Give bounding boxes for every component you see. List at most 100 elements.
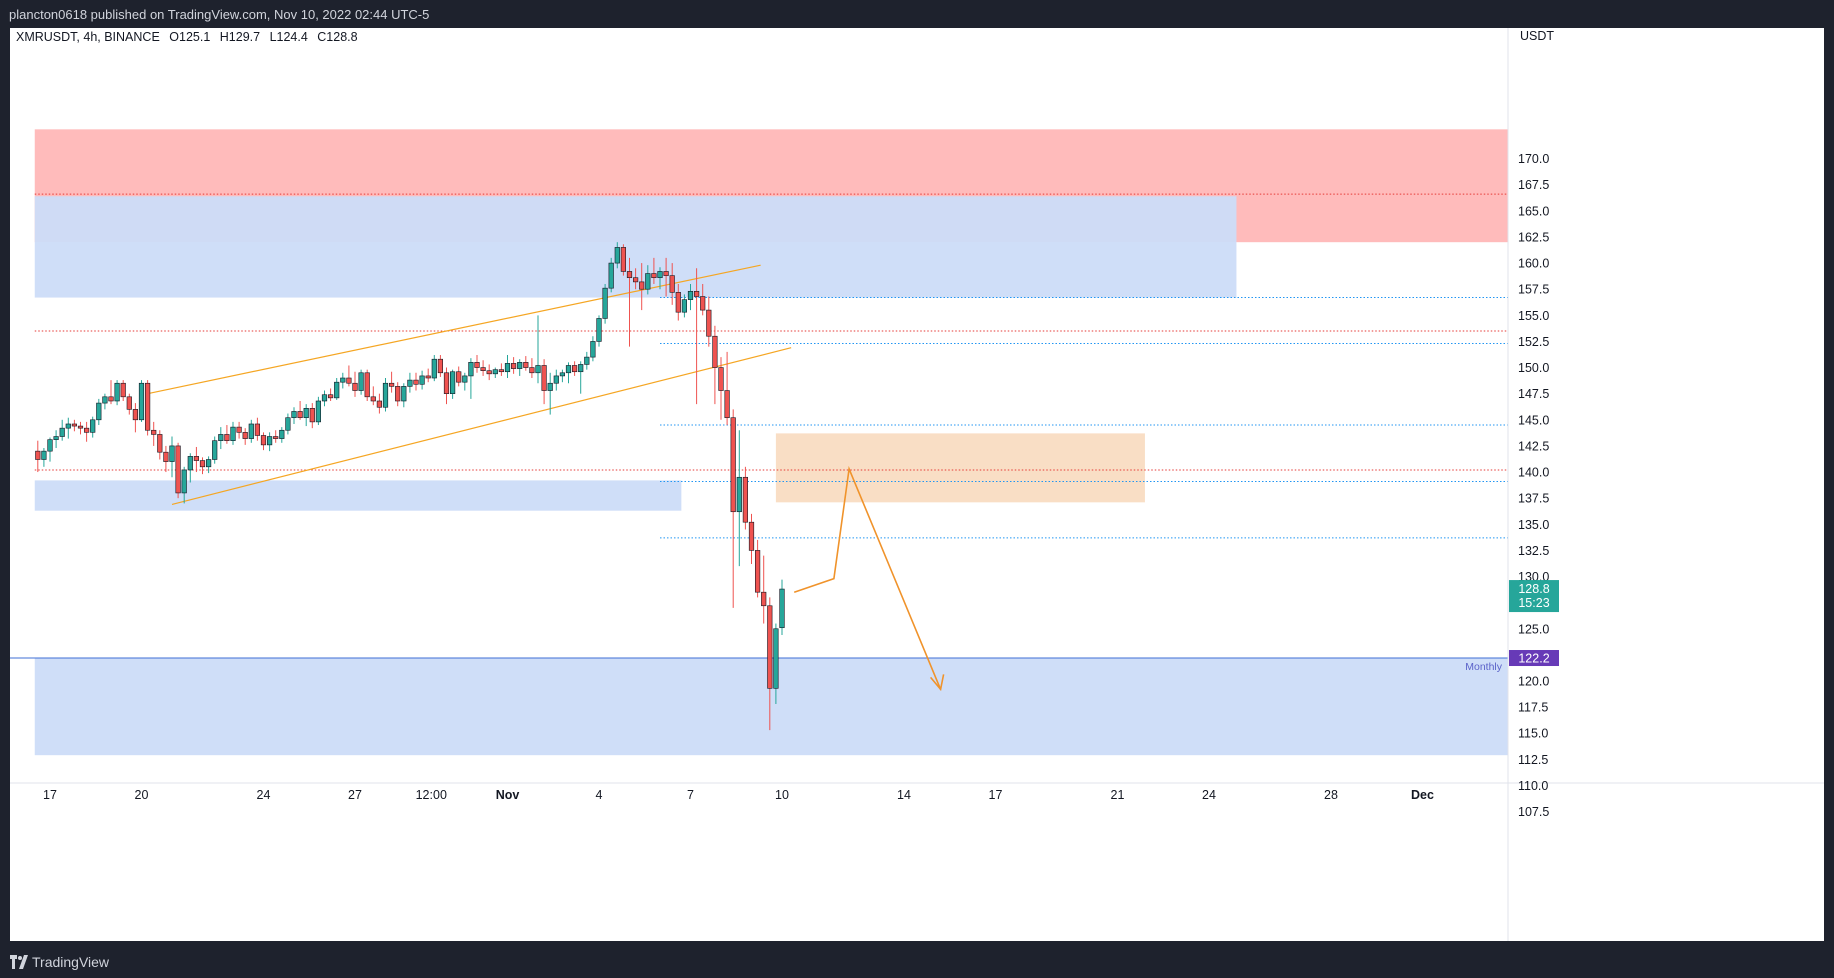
candle-19: [151, 421, 157, 446]
legend-close: C128.8: [317, 30, 358, 44]
candle-7: [77, 421, 84, 435]
candle-body: [547, 382, 553, 391]
time-axis[interactable]: 17 20 24 27 12:00 Nov 4 7 10 14 17 21 24 28 Dec: [43, 788, 1434, 802]
candle-body: [669, 275, 675, 293]
candle-50: [340, 372, 346, 389]
price-tick-label: 165.0: [1518, 204, 1549, 218]
candle-120: [767, 597, 773, 731]
candle-37: [260, 432, 267, 451]
publish-header: plancton0618 published on TradingView.co…: [0, 0, 1834, 28]
price-tick-label: 115.0: [1518, 727, 1548, 741]
candle-body: [712, 335, 718, 368]
candle-90: [584, 351, 590, 370]
time-tick-label: 7: [687, 788, 694, 802]
candle-78: [510, 357, 517, 374]
symbol-legend: XMRUSDT, 4h, BINANCE O125.1 H129.7 L124.…: [16, 30, 364, 44]
channel-line-0: [147, 264, 761, 395]
candle-body: [242, 432, 248, 439]
candle-73: [480, 360, 486, 376]
candle-10: [96, 398, 102, 426]
candle-4: [59, 419, 65, 441]
candle-body: [419, 375, 425, 385]
candle-72: [474, 355, 480, 373]
candle-body: [724, 390, 730, 419]
price-tick-label: 150.0: [1518, 361, 1549, 375]
candle-15: [126, 393, 132, 415]
candle-body: [571, 365, 578, 373]
candle-body: [443, 372, 450, 394]
price-tick-label: 110.0: [1518, 779, 1548, 793]
candle-107: [687, 283, 694, 311]
candle-body: [157, 434, 163, 453]
candle-body: [77, 425, 84, 429]
channel-line-1: [171, 347, 792, 506]
candle-29: [212, 436, 218, 464]
legend-low: L124.4: [269, 30, 308, 44]
candle-body: [407, 379, 413, 387]
candle-body: [145, 382, 151, 431]
time-tick-label: 4: [596, 788, 603, 802]
candle-body: [260, 435, 267, 446]
candle-108: [693, 268, 700, 405]
candle-13: [114, 380, 120, 406]
candle-118: [754, 539, 761, 598]
candle-body: [273, 436, 279, 439]
candle-89: [578, 361, 584, 394]
candle-55: [370, 386, 376, 406]
candle-92: [596, 315, 602, 347]
candle-body: [291, 411, 297, 419]
candle-47: [321, 390, 328, 407]
candle-52: [352, 371, 358, 397]
current-price-badge: [1509, 580, 1559, 613]
price-tick-label: 142.5: [1518, 439, 1549, 453]
candle-34: [242, 428, 248, 445]
footer-brand[interactable]: TradingView: [32, 954, 110, 970]
candle-58: [388, 371, 395, 393]
candle-body: [706, 309, 712, 337]
price-tick-label: 145.0: [1518, 413, 1549, 427]
candle-100: [645, 265, 651, 295]
candle-body: [96, 402, 102, 421]
candle-body: [779, 588, 785, 629]
time-tick-label: 20: [135, 788, 149, 802]
candle-body: [456, 371, 462, 383]
candle-61: [407, 372, 413, 393]
candle-121: [773, 623, 779, 704]
candle-23: [175, 442, 181, 499]
time-tick-label: 27: [348, 788, 362, 802]
candle-40: [279, 427, 285, 443]
price-axis[interactable]: USDT107.5110.0112.5115.0117.5120.0122.51…: [1518, 29, 1554, 819]
drawings-layer: [147, 264, 945, 692]
candle-body: [108, 396, 114, 402]
candle-6: [71, 419, 77, 432]
candle-18: [145, 380, 151, 436]
candle-115: [736, 430, 742, 567]
candle-body: [285, 417, 291, 431]
candlestick-chart[interactable]: Monthly USDT 107.5 110.0 112.5 115.0 117.5 120…: [10, 28, 1824, 941]
candle-104: [669, 263, 675, 305]
candle-26: [193, 446, 200, 473]
candle-body: [504, 363, 511, 373]
monthly-level-badge: [1509, 650, 1559, 667]
price-tick-label: 155.0: [1518, 309, 1549, 323]
candle-body: [700, 296, 706, 311]
candle-body: [510, 363, 517, 369]
price-tick-label: 162.5: [1518, 230, 1549, 244]
candle-body: [187, 456, 193, 471]
legend-symbol: XMRUSDT, 4h, BINANCE: [16, 30, 160, 44]
candle-30: [218, 427, 224, 450]
candle-body: [53, 436, 59, 440]
price-tick-label: 120.0: [1518, 675, 1549, 689]
candle-body: [59, 427, 65, 437]
time-tick-label: 24: [257, 788, 271, 802]
candle-body: [126, 396, 132, 410]
candle-3: [53, 430, 59, 449]
time-tick-label: 24: [1202, 788, 1216, 802]
candle-body: [529, 367, 535, 374]
candle-16: [132, 403, 138, 433]
candle-body: [230, 426, 236, 441]
candle-43: [297, 400, 303, 420]
candle-body: [266, 436, 273, 446]
candle-76: [498, 363, 505, 376]
chart-frame[interactable]: Monthly USDT 107.5 110.0 112.5 115.0 117.5 120…: [10, 28, 1824, 941]
